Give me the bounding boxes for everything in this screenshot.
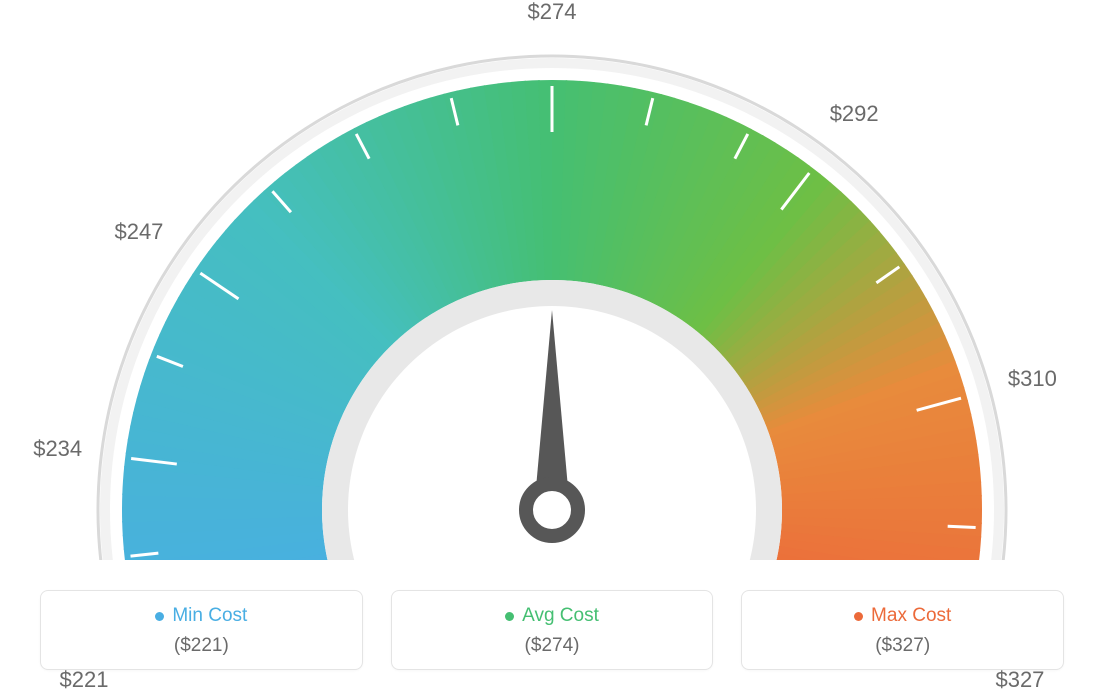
gauge-tick-label: $292 <box>830 101 879 127</box>
legend-dot-max <box>854 612 863 621</box>
legend-dot-min <box>155 612 164 621</box>
gauge-tick-label: $221 <box>60 667 109 693</box>
gauge-tick-label: $310 <box>1008 366 1057 392</box>
legend-label-avg: Avg Cost <box>522 605 599 627</box>
legend-value-avg: ($274) <box>402 635 703 657</box>
legend-value-min: ($221) <box>51 635 352 657</box>
legend-label-min: Min Cost <box>172 605 247 627</box>
legend-dot-avg <box>505 612 514 621</box>
legend-title-max: Max Cost <box>854 605 951 627</box>
gauge-tick-label: $274 <box>528 0 577 25</box>
legend-row: Min Cost ($221) Avg Cost ($274) Max Cost… <box>40 590 1064 670</box>
legend-title-avg: Avg Cost <box>505 605 599 627</box>
legend-value-max: ($327) <box>752 635 1053 657</box>
gauge-tick-label: $234 <box>33 436 82 462</box>
gauge-tick-label: $327 <box>995 667 1044 693</box>
legend-card-max: Max Cost ($327) <box>741 590 1064 670</box>
gauge-tick-label: $247 <box>114 219 163 245</box>
cost-gauge-container: $221 $234 $247 $274 $292 $310 $327 Min Cost ($… <box>0 0 1104 690</box>
gauge-svg <box>0 0 1104 560</box>
legend-card-min: Min Cost ($221) <box>40 590 363 670</box>
legend-title-min: Min Cost <box>155 605 247 627</box>
legend-label-max: Max Cost <box>871 605 951 627</box>
legend-card-avg: Avg Cost ($274) <box>391 590 714 670</box>
gauge-chart: $221$234$247$274$292$310$327 <box>0 0 1104 560</box>
